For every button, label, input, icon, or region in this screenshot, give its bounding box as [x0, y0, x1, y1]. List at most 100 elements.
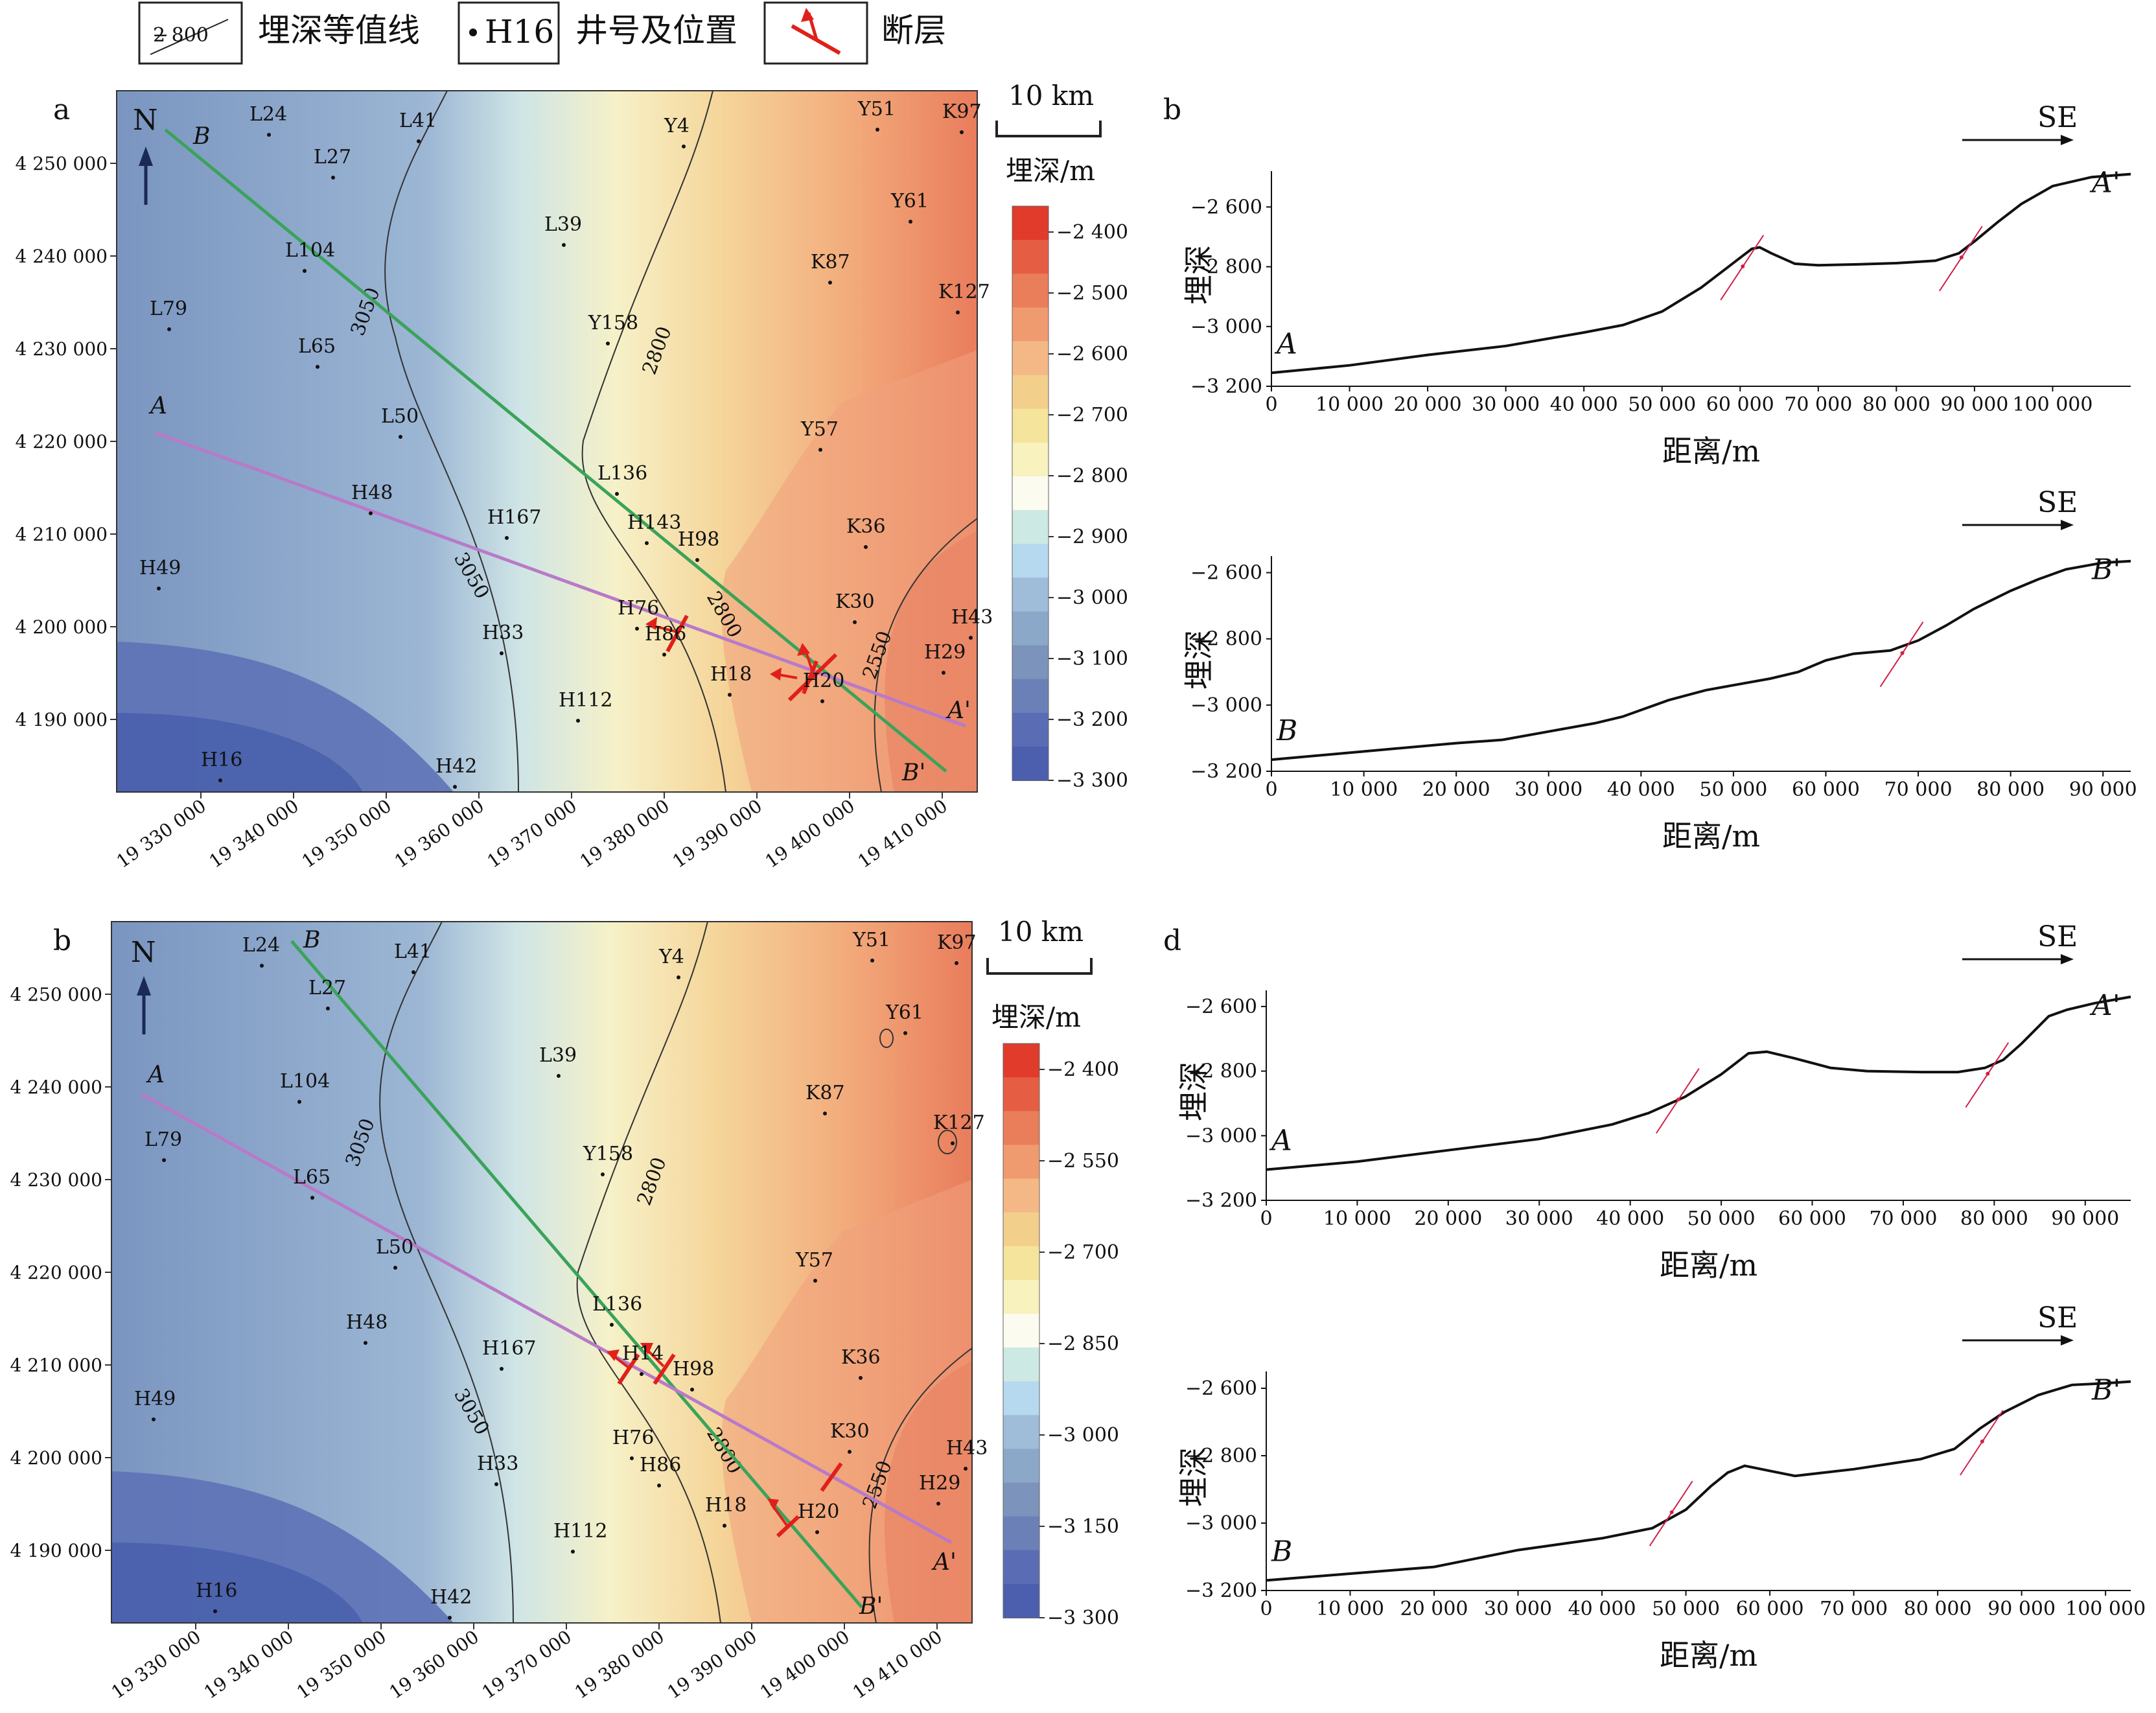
well-marker[interactable]: Y4: [658, 946, 684, 979]
well-marker[interactable]: H20: [798, 1500, 839, 1534]
well-marker[interactable]: L65: [298, 335, 336, 369]
well-marker[interactable]: L27: [314, 146, 351, 180]
well-marker[interactable]: H29: [919, 1472, 960, 1506]
well-marker[interactable]: L79: [150, 297, 187, 331]
well-marker[interactable]: Y4: [664, 115, 690, 148]
well-marker[interactable]: L79: [145, 1128, 182, 1162]
well-marker[interactable]: H86: [645, 623, 686, 657]
well-marker[interactable]: H43: [946, 1437, 988, 1471]
well-marker[interactable]: K87: [806, 1082, 845, 1115]
well-marker[interactable]: Y57: [800, 418, 839, 452]
well-marker[interactable]: Y158: [588, 312, 638, 345]
well-marker[interactable]: H16: [201, 749, 242, 782]
well-marker[interactable]: L41: [394, 940, 432, 974]
well-marker[interactable]: H76: [618, 597, 659, 631]
well-marker[interactable]: Y51: [852, 929, 890, 962]
map-b-faults: [607, 1343, 843, 1538]
well-marker[interactable]: L50: [376, 1236, 413, 1270]
well-marker[interactable]: K127: [938, 281, 990, 314]
map-a-scale-bar: 10 km: [995, 80, 1102, 137]
well-marker[interactable]: H98: [673, 1358, 714, 1392]
well-marker[interactable]: H48: [351, 482, 393, 515]
well-marker[interactable]: L39: [544, 213, 582, 247]
well-marker[interactable]: K36: [846, 515, 886, 549]
well-marker[interactable]: H33: [482, 622, 524, 655]
well-marker[interactable]: L136: [597, 462, 647, 496]
well-marker[interactable]: K30: [830, 1420, 870, 1454]
well-marker[interactable]: H49: [134, 1388, 176, 1421]
well-marker[interactable]: L65: [293, 1166, 330, 1200]
well-marker[interactable]: H42: [435, 755, 477, 789]
well-marker[interactable]: H112: [553, 1520, 607, 1554]
well-label: H86: [645, 623, 686, 646]
well-marker[interactable]: H18: [710, 663, 752, 697]
well-marker[interactable]: H29: [924, 641, 966, 675]
x-tick-label: 19 360 000: [391, 795, 488, 872]
well-marker[interactable]: H42: [430, 1586, 472, 1620]
well-marker[interactable]: H48: [346, 1311, 388, 1345]
well-marker[interactable]: L50: [381, 405, 419, 439]
well-label: K127: [938, 281, 990, 303]
well-label: K36: [846, 515, 886, 538]
well-marker[interactable]: Y51: [857, 98, 896, 132]
well-label: H33: [482, 622, 524, 644]
x-tick-label: 60 000: [1792, 778, 1860, 801]
colorbar-tick: −3 100: [1056, 647, 1128, 670]
well-marker[interactable]: H43: [951, 606, 993, 640]
well-marker[interactable]: H20: [803, 670, 844, 703]
well-marker[interactable]: H86: [640, 1454, 681, 1487]
x-tick-label: 0: [1265, 778, 1277, 801]
well-marker[interactable]: H18: [705, 1494, 747, 1528]
svg-text:10 km: 10 km: [998, 916, 1084, 948]
well-marker[interactable]: L27: [308, 977, 346, 1010]
well-marker[interactable]: K30: [835, 590, 875, 624]
y-tick-label: 4 210 000: [15, 524, 108, 545]
well-marker[interactable]: H112: [559, 689, 612, 723]
line-label: B: [192, 123, 210, 150]
well-marker[interactable]: K87: [811, 251, 850, 285]
well-marker[interactable]: L24: [242, 934, 280, 968]
y-tick-label: 4 200 000: [10, 1447, 102, 1469]
well-marker[interactable]: H14: [622, 1342, 664, 1376]
well-marker[interactable]: L41: [399, 110, 437, 143]
north-label: N: [131, 936, 156, 969]
well-label: Y158: [588, 312, 638, 334]
well-marker[interactable]: Y61: [885, 1001, 923, 1035]
well-marker[interactable]: L39: [539, 1044, 577, 1078]
well-marker[interactable]: L104: [280, 1070, 330, 1104]
section-line-a[interactable]: [140, 1092, 953, 1544]
x-tick-label: 70 000: [1784, 393, 1852, 416]
well-marker[interactable]: H98: [678, 528, 719, 562]
well-marker[interactable]: Y57: [795, 1249, 833, 1283]
well-marker[interactable]: H49: [139, 557, 181, 590]
well-marker[interactable]: L104: [285, 239, 335, 273]
section-line-b[interactable]: [290, 940, 863, 1609]
well-marker[interactable]: Y158: [583, 1143, 633, 1176]
well-marker[interactable]: H76: [612, 1427, 654, 1460]
well-marker[interactable]: H167: [487, 506, 541, 540]
direction-label: SE: [2037, 920, 2078, 953]
well-label: L136: [597, 462, 647, 485]
colorbar-tick: −3 300: [1047, 1607, 1119, 1629]
well-marker[interactable]: H143: [627, 511, 681, 545]
well-marker[interactable]: K97: [942, 100, 982, 134]
y-tick-label: 4 220 000: [15, 431, 108, 452]
x-tick-label: 10 000: [1316, 1598, 1384, 1620]
well-marker[interactable]: K127: [933, 1112, 985, 1145]
colorbar-tick: −2 850: [1047, 1333, 1119, 1355]
well-marker[interactable]: H16: [196, 1579, 237, 1613]
well-marker[interactable]: L136: [592, 1293, 642, 1327]
section-line-a[interactable]: [155, 431, 966, 728]
well-marker[interactable]: H167: [482, 1337, 536, 1371]
well-marker[interactable]: H33: [477, 1452, 518, 1486]
fault-legend-icon: [791, 8, 841, 55]
well-label: H48: [346, 1311, 388, 1334]
well-marker[interactable]: L24: [249, 103, 287, 137]
well-marker[interactable]: K36: [841, 1346, 881, 1380]
well-marker[interactable]: K97: [937, 931, 977, 965]
well-marker[interactable]: Y61: [890, 190, 929, 224]
